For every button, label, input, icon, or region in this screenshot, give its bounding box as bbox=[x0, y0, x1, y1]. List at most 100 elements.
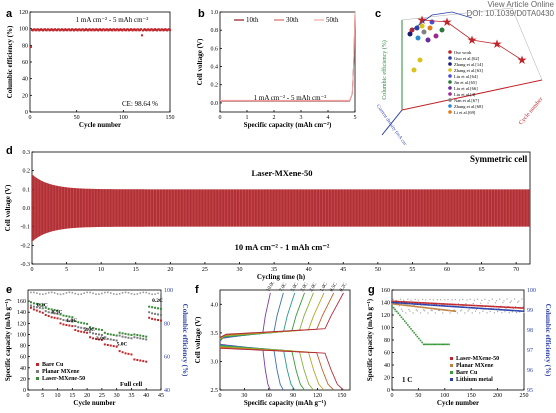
ce-point bbox=[447, 299, 449, 301]
y-tick-label: 40 bbox=[22, 77, 28, 83]
ce-point bbox=[424, 310, 426, 312]
y-tick-label: 20 bbox=[20, 377, 26, 383]
ce-point bbox=[148, 292, 150, 295]
x-tick-label: 20 bbox=[167, 267, 173, 273]
data-point bbox=[29, 46, 32, 48]
capacity-point bbox=[422, 306, 425, 309]
capacity-point bbox=[397, 300, 400, 303]
x-tick-label: 60 bbox=[444, 267, 450, 273]
capacity-point bbox=[457, 303, 460, 306]
capacity-point bbox=[446, 343, 449, 346]
capacity-point bbox=[394, 308, 396, 311]
capacity-point bbox=[416, 301, 419, 304]
ce-point bbox=[154, 293, 156, 295]
capacity-point bbox=[100, 329, 103, 331]
capacity-point bbox=[399, 302, 401, 304]
capacity-point bbox=[142, 335, 145, 338]
capacity-point bbox=[92, 332, 95, 335]
capacity-point bbox=[47, 307, 50, 310]
capacity-point bbox=[443, 303, 446, 305]
capacity-point bbox=[481, 305, 484, 307]
ce-point bbox=[429, 298, 431, 301]
y2-tick-label: 40 bbox=[164, 388, 170, 394]
x-tick-label: 0 bbox=[219, 115, 222, 121]
ce-point bbox=[517, 301, 519, 303]
ce-point bbox=[521, 298, 523, 300]
ce-point bbox=[104, 291, 106, 294]
capacity-point bbox=[136, 334, 139, 336]
ce-point bbox=[118, 292, 121, 295]
rate-text: 1 C bbox=[402, 376, 412, 384]
capacity-point bbox=[53, 312, 56, 315]
capacity-point bbox=[403, 301, 406, 303]
y-tick-label: 0.2 bbox=[211, 83, 219, 89]
ce-point bbox=[472, 302, 474, 305]
chart-e: 0 5 10 15 20 25 30 35 40 45020406080100120140160C… bbox=[4, 288, 189, 407]
capacity-point bbox=[422, 303, 425, 306]
view-article-link[interactable]: View Article Online bbox=[487, 0, 554, 9]
capacity-point bbox=[437, 304, 439, 307]
capacity-point bbox=[100, 339, 103, 341]
capacity-point bbox=[160, 319, 162, 322]
capacity-point bbox=[449, 309, 452, 312]
rate-label: 0.5C bbox=[330, 282, 339, 293]
capacity-point bbox=[121, 351, 124, 354]
capacity-point bbox=[441, 308, 444, 311]
data-point bbox=[45, 29, 48, 32]
ce-point bbox=[438, 309, 441, 312]
ce-point bbox=[513, 298, 516, 300]
data-point bbox=[68, 28, 71, 31]
capacity-point bbox=[511, 306, 514, 309]
capacity-point bbox=[94, 327, 97, 330]
y-tick-label: 60 bbox=[22, 60, 28, 66]
y2-tick-label: 60 bbox=[164, 355, 170, 361]
ce-point bbox=[499, 298, 501, 300]
capacity-point bbox=[407, 304, 409, 307]
capacity-point bbox=[86, 331, 89, 334]
x-tick-label: 50 bbox=[375, 267, 381, 273]
y-tick-label: 120 bbox=[17, 321, 26, 327]
x-tick-label: 150 bbox=[166, 115, 175, 121]
capacity-point bbox=[456, 303, 458, 306]
y-tick-label: 120 bbox=[381, 313, 390, 319]
capacity-point bbox=[467, 304, 469, 307]
capacity-point bbox=[50, 311, 53, 314]
ce-point bbox=[95, 293, 97, 295]
capacity-point bbox=[426, 304, 428, 306]
capacity-point bbox=[133, 336, 136, 339]
capacity-point bbox=[391, 301, 393, 304]
capacity-point bbox=[481, 307, 484, 310]
capacity-point bbox=[452, 303, 455, 306]
capacity-point bbox=[418, 303, 420, 306]
ce-point bbox=[77, 293, 80, 296]
capacity-point bbox=[136, 336, 139, 339]
capacity-point bbox=[83, 327, 86, 330]
legend-label: Guo et al.[62] bbox=[454, 56, 480, 61]
capacity-point bbox=[127, 333, 130, 336]
x-axis-label: Cycle number bbox=[73, 399, 115, 407]
series-line bbox=[220, 11, 356, 101]
star-marker: ★ bbox=[492, 37, 503, 51]
capacity-point bbox=[38, 310, 41, 313]
x-tick-label: 150 bbox=[337, 393, 346, 399]
capacity-point bbox=[495, 305, 498, 308]
ce-point bbox=[127, 292, 130, 294]
capacity-point bbox=[41, 307, 44, 310]
capacity-point bbox=[410, 301, 412, 304]
capacity-point bbox=[391, 302, 393, 305]
capacity-point bbox=[133, 333, 136, 336]
capacity-point bbox=[112, 334, 115, 336]
capacity-point bbox=[402, 301, 404, 303]
capacity-point bbox=[519, 310, 522, 312]
y-tick-label: -0.3 bbox=[21, 262, 31, 268]
legend-marker bbox=[36, 377, 39, 380]
capacity-point bbox=[32, 305, 35, 308]
grid-line bbox=[511, 7, 543, 81]
capacity-point bbox=[464, 306, 466, 309]
y-tick-label: 1.0 bbox=[211, 10, 219, 16]
legend-label: Liu et al.[66] bbox=[454, 86, 478, 91]
ce-point bbox=[417, 299, 419, 301]
capacity-point bbox=[492, 305, 495, 308]
capacity-point bbox=[411, 301, 414, 304]
ce-point bbox=[464, 312, 466, 314]
